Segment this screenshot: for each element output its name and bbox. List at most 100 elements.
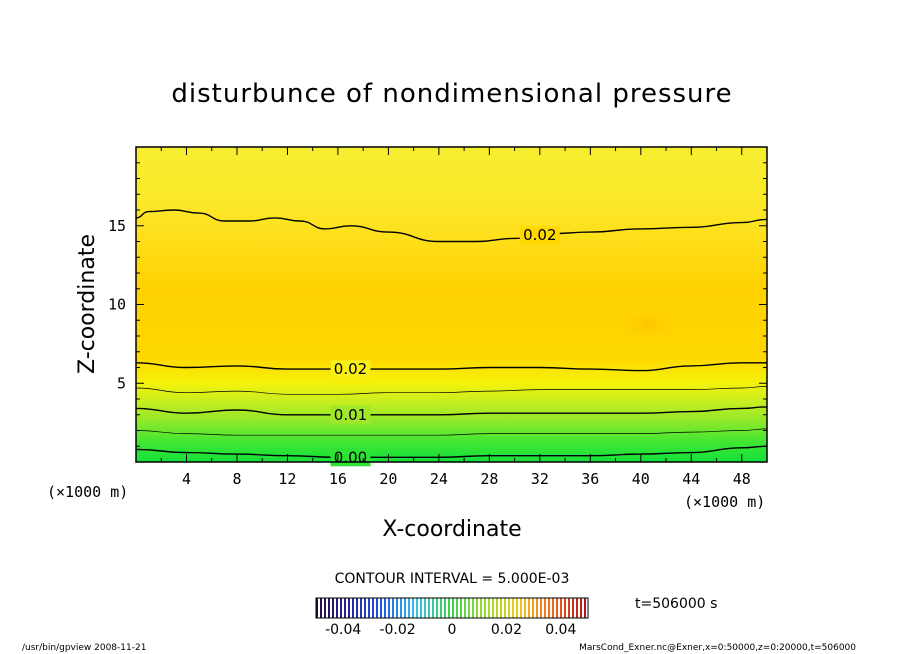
colorbar-gap-7	[346, 598, 348, 618]
colorbar-strip-19	[392, 598, 394, 618]
colorbar-gap-48	[510, 598, 512, 618]
colorbar-strip-44	[492, 598, 494, 618]
colorbar-tick-label-1: -0.02	[379, 622, 415, 638]
x-axis-ticks: 4 8 12 16 20 24 28 32 36 40 44 48	[160, 147, 751, 488]
field-maximum-spot	[618, 309, 678, 341]
colorbar-strip-7	[344, 598, 346, 618]
colorbar-gap-40	[478, 598, 480, 618]
colorbar-gap-8	[350, 598, 352, 618]
x-tick-label-3: 16	[329, 470, 347, 488]
x-unit-label-left: (×1000 m)	[47, 483, 128, 501]
colorbar-gap-15	[378, 598, 380, 618]
colorbar-strip-1	[320, 598, 322, 618]
x-tick-label-4: 20	[379, 470, 397, 488]
y-unit-label-right: (×1000 m)	[684, 493, 765, 511]
colorbar-strip-3	[328, 598, 330, 618]
colorbar-strip-26	[420, 598, 422, 618]
x-tick-label-8: 36	[581, 470, 599, 488]
colorbar-tick-label-3: 0.02	[491, 622, 522, 638]
colorbar-gap-66	[582, 598, 584, 618]
colorbar-strip-38	[468, 598, 470, 618]
contour-label-5: 0.02	[523, 226, 556, 244]
colorbar-gap-31	[442, 598, 444, 618]
colorbar-strip-52	[524, 598, 526, 618]
colorbar-strip-37	[464, 598, 466, 618]
colorbar-gap-34	[454, 598, 456, 618]
colorbar-gap-36	[462, 598, 464, 618]
colorbar-gap-53	[530, 598, 532, 618]
colorbar-strip-60	[556, 598, 558, 618]
colorbar-strip-53	[528, 598, 530, 618]
colorbar	[316, 598, 588, 618]
colorbar-strip-17	[384, 598, 386, 618]
colorbar-gap-32	[446, 598, 448, 618]
colorbar-strip-64	[572, 598, 574, 618]
colorbar-strip-2	[324, 598, 326, 618]
colorbar-gap-35	[458, 598, 460, 618]
contour-label-bg-5	[519, 226, 560, 245]
y-tick-label-0: 5	[117, 374, 126, 392]
colorbar-strip-12	[364, 598, 366, 618]
colorbar-strip-10	[356, 598, 358, 618]
x-tick-label-5: 24	[430, 470, 448, 488]
x-tick-label-7: 32	[531, 470, 549, 488]
colorbar-gap-16	[382, 598, 384, 618]
y-axis-title: Z-coordinate	[75, 234, 100, 374]
colorbar-strip-48	[508, 598, 510, 618]
colorbar-strip-32	[444, 598, 446, 618]
colorbar-gap-54	[534, 598, 536, 618]
x-tick-label-2: 12	[278, 470, 296, 488]
colorbar-gap-30	[438, 598, 440, 618]
colorbar-strip-20	[396, 598, 398, 618]
colorbar-strip-58	[548, 598, 550, 618]
colorbar-gap-6	[342, 598, 344, 618]
x-tick-label-11: 48	[733, 470, 751, 488]
colorbar-strip-30	[436, 598, 438, 618]
colorbar-gap-24	[414, 598, 416, 618]
x-axis-title: X-coordinate	[382, 517, 521, 542]
y-tick-label-1: 10	[108, 296, 126, 314]
colorbar-gap-43	[490, 598, 492, 618]
colorbar-gap-61	[562, 598, 564, 618]
x-tick-label-10: 44	[682, 470, 700, 488]
colorbar-strip-43	[488, 598, 490, 618]
colorbar-gap-57	[546, 598, 548, 618]
contour-line-2	[136, 406, 767, 416]
colorbar-gap-1	[322, 598, 324, 618]
colorbar-tick-label-0: -0.04	[325, 622, 361, 638]
colorbar-gap-42	[486, 598, 488, 618]
colorbar-strip-63	[568, 598, 570, 618]
colorbar-gap-14	[374, 598, 376, 618]
colorbar-gap-44	[494, 598, 496, 618]
colorbar-strip-28	[428, 598, 430, 618]
colorbar-gap-37	[466, 598, 468, 618]
colorbar-gap-19	[394, 598, 396, 618]
colorbar-strip-4	[332, 598, 334, 618]
x-tick-label-0: 4	[182, 470, 191, 488]
y-axis-ticks: 5 10 15	[108, 162, 767, 447]
colorbar-strip-16	[380, 598, 382, 618]
contour-line-5	[136, 209, 767, 243]
colorbar-gap-27	[426, 598, 428, 618]
colorbar-gap-33	[450, 598, 452, 618]
colorbar-gap-58	[550, 598, 552, 618]
contour-label-bg-2	[330, 405, 371, 424]
colorbar-gap-52	[526, 598, 528, 618]
colorbar-strip-25	[416, 598, 418, 618]
time-label: t=506000 s	[635, 596, 717, 612]
colorbar-gap-23	[410, 598, 412, 618]
colorbar-strip-61	[560, 598, 562, 618]
colorbar-gap-49	[514, 598, 516, 618]
colorbar-gap-59	[554, 598, 556, 618]
colorbar-gap-3	[330, 598, 332, 618]
colorbar-strip-31	[440, 598, 442, 618]
colorbar-strip-0	[316, 598, 318, 618]
plot-area: 0.000.010.020.02 4 8 12 16 20 24 28 32 36 40 44 48 …	[108, 146, 768, 488]
colorbar-strip-45	[496, 598, 498, 618]
colorbar-strip-11	[360, 598, 362, 618]
colorbar-strip-22	[404, 598, 406, 618]
colorbar-ticks: -0.04 -0.02 0 0.02 0.04	[325, 622, 576, 638]
contour-label-2: 0.01	[334, 406, 367, 424]
x-tick-label-1: 8	[232, 470, 241, 488]
colorbar-gap-39	[474, 598, 476, 618]
